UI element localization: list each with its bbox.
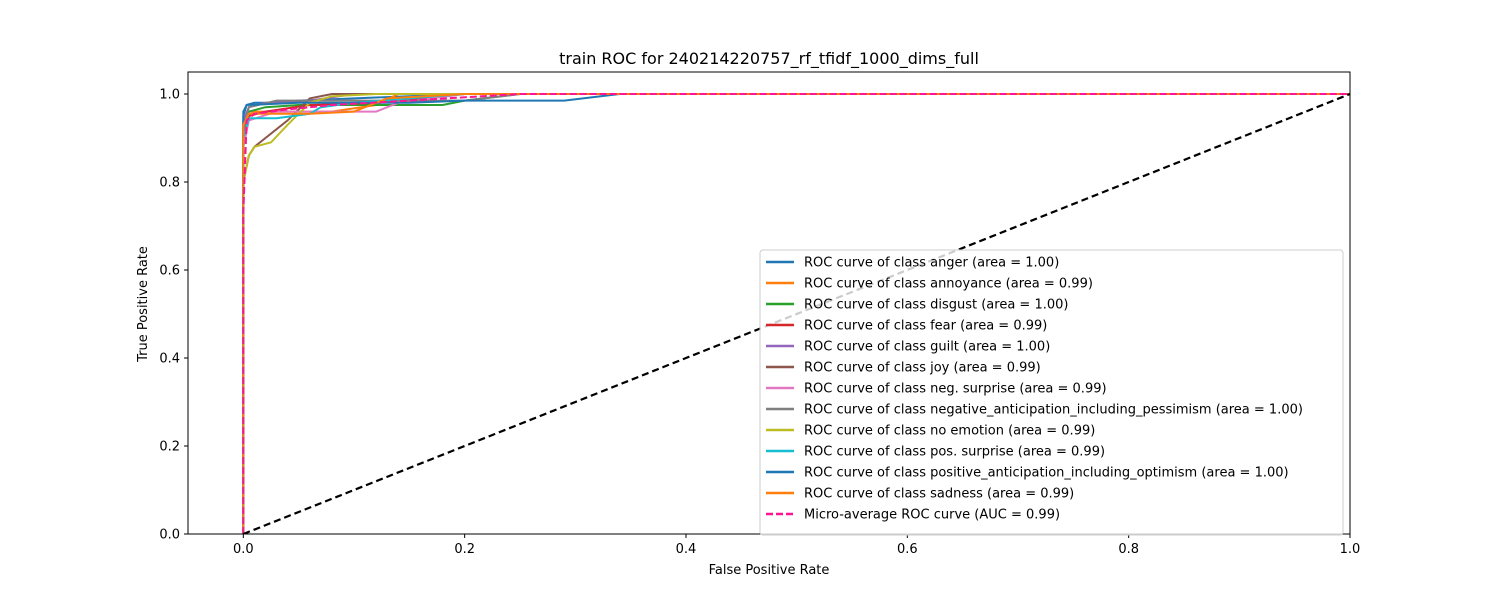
x-axis-label: False Positive Rate (709, 563, 830, 578)
chart-title: train ROC for 240214220757_rf_tfidf_1000… (559, 49, 979, 69)
legend-label: ROC curve of class joy (area = 0.99) (804, 361, 1041, 376)
legend-label: ROC curve of class pos. surprise (area =… (804, 445, 1105, 460)
x-tick-label: 0.2 (454, 542, 475, 557)
x-axis: 0.0 0.2 0.4 0.6 0.8 1.0 (233, 534, 1360, 557)
legend-label: ROC curve of class guilt (area = 1.00) (804, 340, 1050, 355)
legend-label: ROC curve of class disgust (area = 1.00) (804, 298, 1068, 313)
legend-label: ROC curve of class no emotion (area = 0.… (804, 424, 1095, 439)
legend-label: ROC curve of class sadness (area = 0.99) (804, 487, 1074, 502)
legend-label: ROC curve of class annoyance (area = 0.9… (804, 277, 1093, 292)
legend-label: ROC curve of class positive_anticipation… (804, 466, 1289, 481)
legend-label: ROC curve of class anger (area = 1.00) (804, 256, 1059, 271)
y-axis-label: True Positive Rate (136, 246, 151, 363)
roc-curve-10 (242, 93, 1350, 534)
y-tick-label: 1.0 (159, 88, 180, 103)
y-tick-label: 0.8 (159, 176, 180, 191)
legend-label: Micro-average ROC curve (AUC = 0.99) (804, 508, 1060, 523)
plot-area (242, 92, 1350, 534)
legend-label: ROC curve of class neg. surprise (area =… (804, 382, 1107, 397)
roc-curve-8 (242, 93, 1350, 534)
legend: ROC curve of class anger (area = 1.00) RO… (759, 249, 1344, 536)
legend-label: ROC curve of class fear (area = 0.99) (804, 319, 1047, 334)
roc-curve-11 (242, 93, 1350, 534)
x-tick-label: 0.4 (676, 542, 697, 557)
y-tick-label: 0.2 (159, 440, 180, 455)
x-tick-label: 1.0 (1340, 542, 1361, 557)
curves (242, 92, 1350, 534)
roc-curve-12 (242, 93, 1350, 534)
x-tick-label: 0.6 (897, 542, 918, 557)
x-tick-label: 0.0 (233, 542, 254, 557)
y-tick-label: 0.0 (159, 528, 180, 543)
x-tick-label: 0.8 (1118, 542, 1139, 557)
y-tick-label: 0.6 (159, 264, 180, 279)
y-tick-label: 0.4 (159, 352, 180, 367)
y-axis: 0.0 0.2 0.4 0.6 0.8 1.0 (159, 88, 188, 543)
legend-label: ROC curve of class negative_anticipation… (804, 403, 1303, 418)
legend-box (759, 249, 1344, 536)
